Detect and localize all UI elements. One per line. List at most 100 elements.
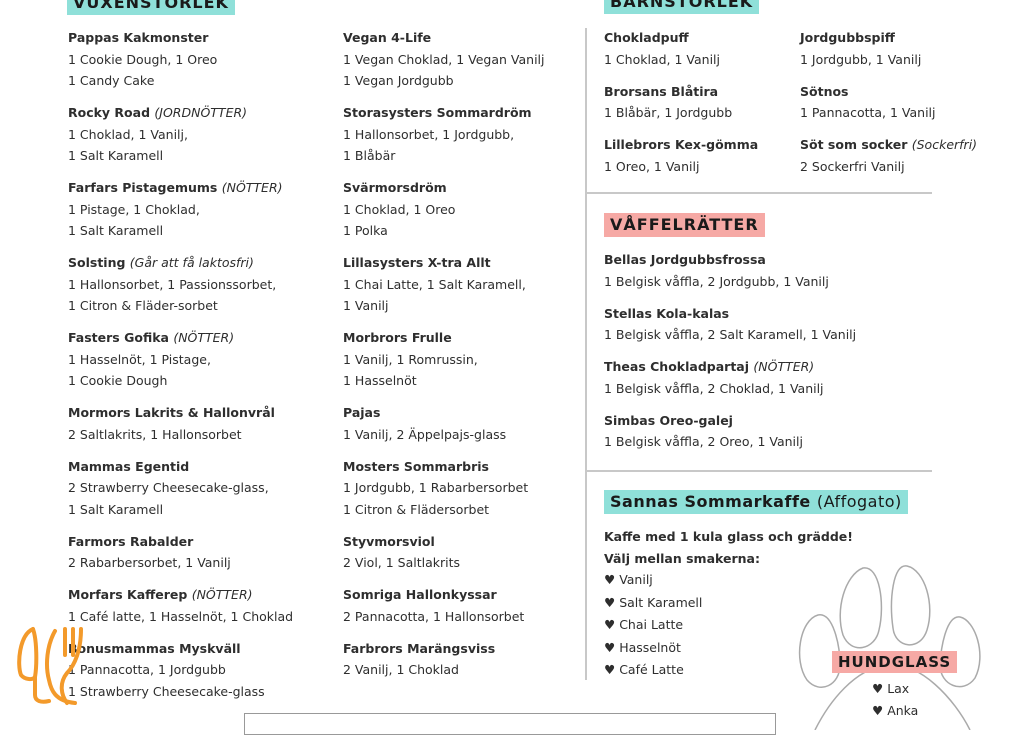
item-name: Söt som socker (Sockerfri) [800, 134, 1000, 156]
vuxen-col1: Pappas Kakmonster 1 Cookie Dough, 1 Oreo 1… [68, 27, 333, 713]
menu-item: Svärmorsdröm 1 Choklad, 1 Oreo 1 Polka [343, 177, 583, 242]
menu-item: Pappas Kakmonster 1 Cookie Dough, 1 Oreo 1… [68, 27, 333, 92]
item-name: Farbrors Marängsviss [343, 638, 583, 660]
item-ingredients: 1 Café latte, 1 Hasselnöt, 1 Choklad [68, 608, 294, 624]
menu-item: Söt som socker (Sockerfri) 2 Sockerfri Va… [800, 134, 1000, 177]
item-note: (JORDNÖTTER) [154, 105, 248, 120]
divider [585, 192, 932, 194]
item-ingredients: 1 Choklad, 1 Oreo [343, 201, 456, 217]
item-title: Morfars Kafferep [68, 587, 188, 602]
item-name: Sötnos [800, 81, 1000, 103]
item-title: Simbas Oreo-galej [604, 412, 733, 428]
item-ingredients: 1 Belgisk våffla, 2 Salt Karamell, 1 Van… [604, 327, 857, 342]
barn-col2: Jordgubbspiff 1 Jordgubb, 1 Vanilj Sötnos 1… [800, 27, 1000, 188]
divider [585, 470, 932, 472]
flavor-name: Chai Latte [619, 617, 684, 632]
item-note: (Sockerfri) [911, 137, 978, 152]
item-title: Lillebrors Kex-gömma [604, 137, 759, 152]
heart-icon: ♥ [604, 639, 620, 655]
item-name: Brorsans Blåtira [604, 81, 794, 103]
item-name: Lillasysters X-tra Allt [343, 252, 583, 274]
hund-flavor-list: ♥ Lax ♥ Anka [872, 678, 918, 722]
menu-item: Simbas Oreo-galej 1 Belgisk våffla, 2 Ore… [604, 410, 924, 453]
menu-item: Bonusmammas Myskväll 1 Pannacotta, 1 Jord… [68, 638, 333, 703]
item-ingredients: 1 Jordgubb, 1 Rabarbersorbet [343, 480, 529, 495]
item-ingredients: 1 Pannacotta, 1 Vanilj [800, 105, 936, 120]
menu-item: Vegan 4-Life 1 Vegan Choklad, 1 Vegan Van… [343, 27, 583, 92]
item-ingredients: 1 Citron & Fläder-sorbet [68, 298, 218, 313]
item-ingredients: 1 Pistage, 1 Choklad, [68, 201, 200, 217]
menu-item: Solsting (Går att få laktosfri) 1 Hallons… [68, 252, 333, 317]
menu-item: Brorsans Blåtira 1 Blåbär, 1 Jordgubb [604, 81, 794, 124]
kaffe-subtitle: (Affogato) [816, 492, 902, 511]
barn-col1: Chokladpuff 1 Choklad, 1 Vanilj Brorsans B… [604, 27, 794, 188]
item-ingredients: 1 Hallonsorbet, 1 Passionssorbet, [68, 276, 277, 292]
menu-item: Farfars Pistagemums (NÖTTER) 1 Pistage, 1… [68, 177, 333, 242]
item-note: (NÖTTER) [221, 180, 283, 195]
menu-item: Jordgubbspiff 1 Jordgubb, 1 Vanilj [800, 27, 1000, 70]
item-ingredients: 2 Viol, 1 Saltlakrits [343, 555, 461, 570]
menu-item: Rocky Road (JORDNÖTTER) 1 Choklad, 1 Vani… [68, 102, 333, 167]
item-note: (NÖTTER) [753, 359, 815, 374]
menu-item: Stellas Kola-kalas 1 Belgisk våffla, 2 Sa… [604, 303, 924, 346]
item-ingredients: 1 Vegan Choklad, 1 Vegan Vanilj [343, 51, 545, 67]
item-ingredients: 1 Hasselnöt, 1 Pistage, [68, 351, 211, 367]
section-title-sommarkaffe: Sannas Sommarkaffe (Affogato) [604, 490, 908, 514]
item-name: Mosters Sommarbris [343, 456, 583, 478]
item-name: Solsting (Går att få laktosfri) [68, 252, 333, 274]
menu-item: Styvmorsviol 2 Viol, 1 Saltlakrits [343, 531, 583, 574]
flavor-item: ♥ Hasselnöt [604, 637, 853, 660]
menu-item: Lillebrors Kex-gömma 1 Oreo, 1 Vanilj [604, 134, 794, 177]
item-ingredients: 1 Salt Karamell [68, 501, 164, 517]
menu-item: Chokladpuff 1 Choklad, 1 Vanilj [604, 27, 794, 70]
item-ingredients: 1 Candy Cake [68, 73, 155, 88]
flavor-item: ♥ Lax [872, 678, 918, 700]
menu-item: Mosters Sommarbris 1 Jordgubb, 1 Rabarber… [343, 456, 583, 521]
flavor-name: Anka [887, 703, 919, 718]
kaffe-intro-2: Välj mellan smakerna: [604, 550, 760, 566]
kaffe-info: Kaffe med 1 kula glass och grädde! Välj … [604, 526, 853, 682]
item-ingredients: 2 Sockerfri Vanilj [800, 158, 905, 174]
item-name: Jordgubbspiff [800, 27, 1000, 49]
item-title: Brorsans Blåtira [604, 83, 719, 99]
flavor-name: Lax [887, 681, 910, 696]
item-ingredients: 1 Salt Karamell [68, 223, 164, 238]
item-title: Chokladpuff [604, 30, 689, 45]
item-name: Styvmorsviol [343, 531, 583, 553]
item-title: Mammas Egentid [68, 458, 190, 474]
item-title: Sötnos [800, 83, 849, 99]
menu-item: Pajas 1 Vanilj, 2 Äppelpajs-glass [343, 402, 583, 445]
menu-item: Lillasysters X-tra Allt 1 Chai Latte, 1 S… [343, 252, 583, 317]
item-ingredients: 2 Rabarbersorbet, 1 Vanilj [68, 555, 231, 570]
item-ingredients: 1 Chai Latte, 1 Salt Karamell, [343, 276, 526, 292]
menu-item: Bellas Jordgubbsfrossa 1 Belgisk våffla, … [604, 249, 924, 292]
item-ingredients: 1 Vegan Jordgubb [343, 73, 454, 88]
item-ingredients: 2 Pannacotta, 1 Hallonsorbet [343, 608, 525, 624]
item-ingredients: 2 Strawberry Cheesecake-glass, [68, 480, 269, 495]
heart-icon: ♥ [872, 703, 888, 718]
footer-box [244, 713, 776, 735]
item-title: Stellas Kola-kalas [604, 305, 730, 321]
item-ingredients: 1 Belgisk våffla, 2 Jordgubb, 1 Vanilj [604, 273, 829, 289]
item-name: Mormors Lakrits & Hallonvrål [68, 402, 333, 424]
item-ingredients: 1 Cookie Dough, 1 Oreo [68, 51, 218, 67]
menu-item: Farmors Rabalder 2 Rabarbersorbet, 1 Vani… [68, 531, 333, 574]
menu-item: Farbrors Marängsviss 2 Vanilj, 1 Choklad [343, 638, 583, 681]
item-title: Mormors Lakrits & Hallonvrål [68, 405, 275, 420]
item-ingredients: 1 Polka [343, 223, 388, 238]
item-title: Somriga Hallonkyssar [343, 587, 497, 602]
item-title: Storasysters Sommardröm [343, 105, 532, 120]
item-name: Chokladpuff [604, 27, 794, 49]
section-title-vaffelratter: VÅFFELRÄTTER [604, 213, 765, 237]
kaffe-intro: Kaffe med 1 kula glass och grädde! [604, 529, 853, 544]
item-name: Rocky Road (JORDNÖTTER) [68, 102, 333, 124]
item-title: Styvmorsviol [343, 533, 435, 549]
item-name: Theas Chokladpartaj (NÖTTER) [604, 356, 924, 378]
item-ingredients: 1 Pannacotta, 1 Jordgubb [68, 662, 226, 677]
item-title: Bonusmammas Myskväll [68, 640, 241, 656]
vaffel-list: Bellas Jordgubbsfrossa 1 Belgisk våffla, … [604, 249, 924, 463]
item-ingredients: 1 Citron & Flädersorbet [343, 501, 490, 517]
menu-item: Morfars Kafferep (NÖTTER) 1 Café latte, 1… [68, 584, 333, 627]
flavor-item: ♥ Café Latte [604, 659, 853, 682]
kaffe-flavor-list: ♥ Vanilj ♥ Salt Karamell ♥ Chai Latte ♥ Has… [604, 569, 853, 682]
